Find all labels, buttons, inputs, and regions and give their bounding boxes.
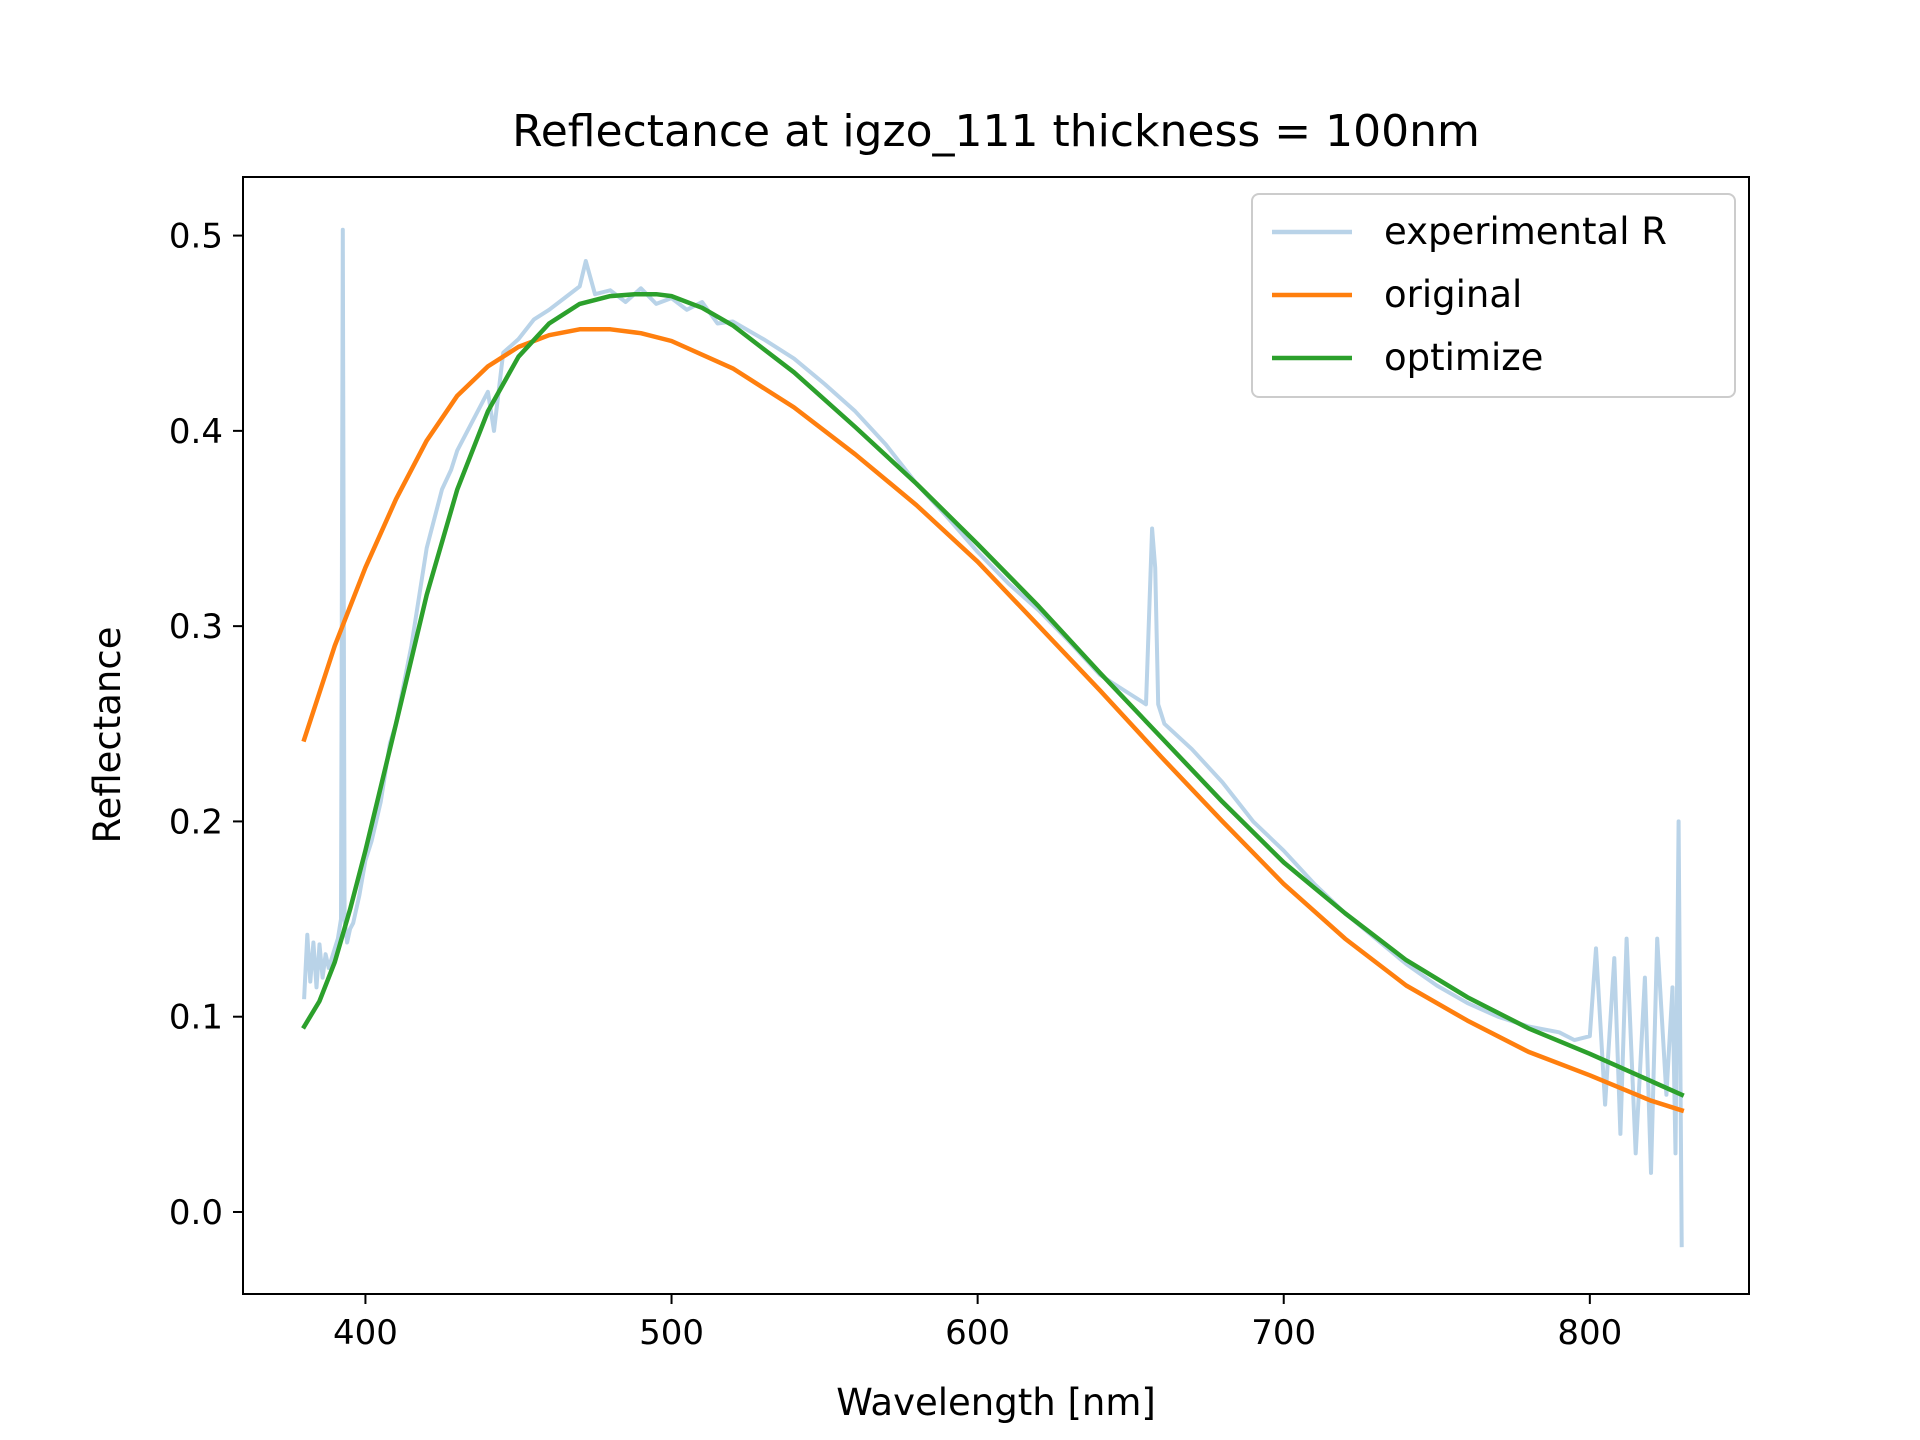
x-tick-label: 600 [945,1313,1010,1353]
y-tick-label: 0.5 [169,217,223,257]
x-tick-label: 700 [1251,1313,1316,1353]
x-tick-label: 400 [333,1313,398,1353]
legend-box [1251,193,1736,398]
legend-label: original [1384,273,1522,316]
series-layer [301,227,1685,1248]
y-axis-label: Reflectance [86,627,129,844]
x-tick-label: 500 [639,1313,704,1353]
y-axis-ticks: 0.0 0.1 0.2 0.3 0.4 0.5 [169,217,243,1233]
y-tick-label: 0.1 [169,998,223,1038]
x-tick-label: 800 [1557,1313,1622,1353]
y-tick-label: 0.3 [169,607,223,647]
plot-frame [242,176,1750,1295]
y-tick-label: 0.0 [169,1193,223,1233]
series-line-optimize [301,291,1685,1098]
y-tick-label: 0.2 [169,802,223,842]
y-tick-label: 0.4 [169,412,223,452]
legend-label: experimental R [1384,210,1667,253]
x-axis-ticks: 400 500 600 700 800 [333,1294,1622,1353]
legend-label: optimize [1384,336,1543,379]
x-axis-label: Wavelength [nm] [836,1381,1156,1424]
chart-title: Reflectance at igzo_111 thickness = 100n… [512,106,1480,157]
legend: experimental R original optimize [1251,193,1736,398]
series-line-original [301,327,1685,1114]
